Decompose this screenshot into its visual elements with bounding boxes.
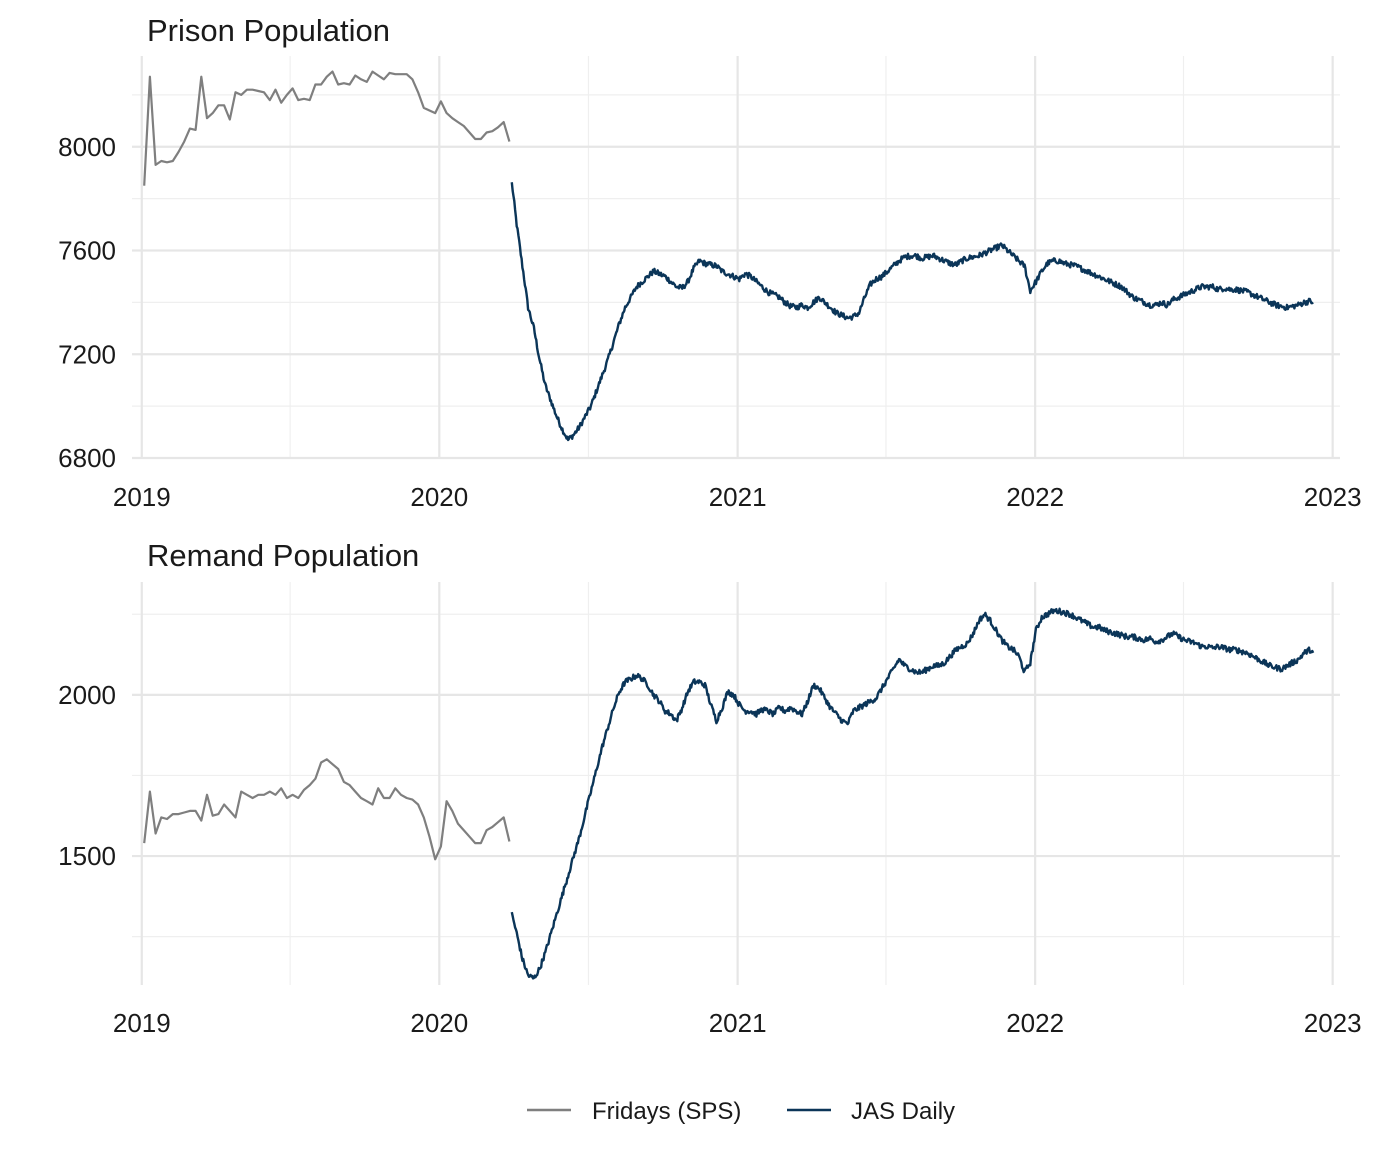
x-tick-label: 2020 — [410, 1008, 468, 1038]
x-tick-label: 2020 — [410, 482, 468, 512]
x-tick-label: 2023 — [1304, 1008, 1362, 1038]
x-tick-label: 2021 — [709, 1008, 767, 1038]
panel-title: Prison Population — [147, 13, 390, 48]
y-tick-label: 8000 — [58, 132, 116, 162]
legend-label-fridays: Fridays (SPS) — [592, 1098, 741, 1125]
x-tick-label: 2021 — [709, 482, 767, 512]
panel-title: Remand Population — [147, 538, 419, 573]
y-tick-label: 2000 — [58, 680, 116, 710]
series-line-jas — [510, 182, 1314, 442]
series-line-fridays — [143, 70, 511, 186]
x-tick-label: 2019 — [113, 1008, 171, 1038]
legend: Fridays (SPS) JAS Daily — [527, 1098, 955, 1125]
y-tick-label: 7200 — [58, 339, 116, 369]
panel-1: Prison Population 6800 7200 7600 8000 2019 202… — [58, 13, 1361, 512]
legend-label-jas: JAS Daily — [851, 1098, 955, 1125]
x-tick-label: 2022 — [1006, 482, 1064, 512]
y-tick-label: 1500 — [58, 841, 116, 871]
y-tick-label: 6800 — [58, 443, 116, 473]
x-tick-label: 2019 — [113, 482, 171, 512]
panel-2: Remand Population 1500 2000 2019 2020 2021 202… — [58, 538, 1361, 1038]
x-tick-label: 2023 — [1304, 482, 1362, 512]
series-line-fridays — [143, 758, 511, 861]
series-line-jas — [510, 607, 1315, 980]
y-tick-label: 7600 — [58, 236, 116, 266]
x-tick-label: 2022 — [1006, 1008, 1064, 1038]
